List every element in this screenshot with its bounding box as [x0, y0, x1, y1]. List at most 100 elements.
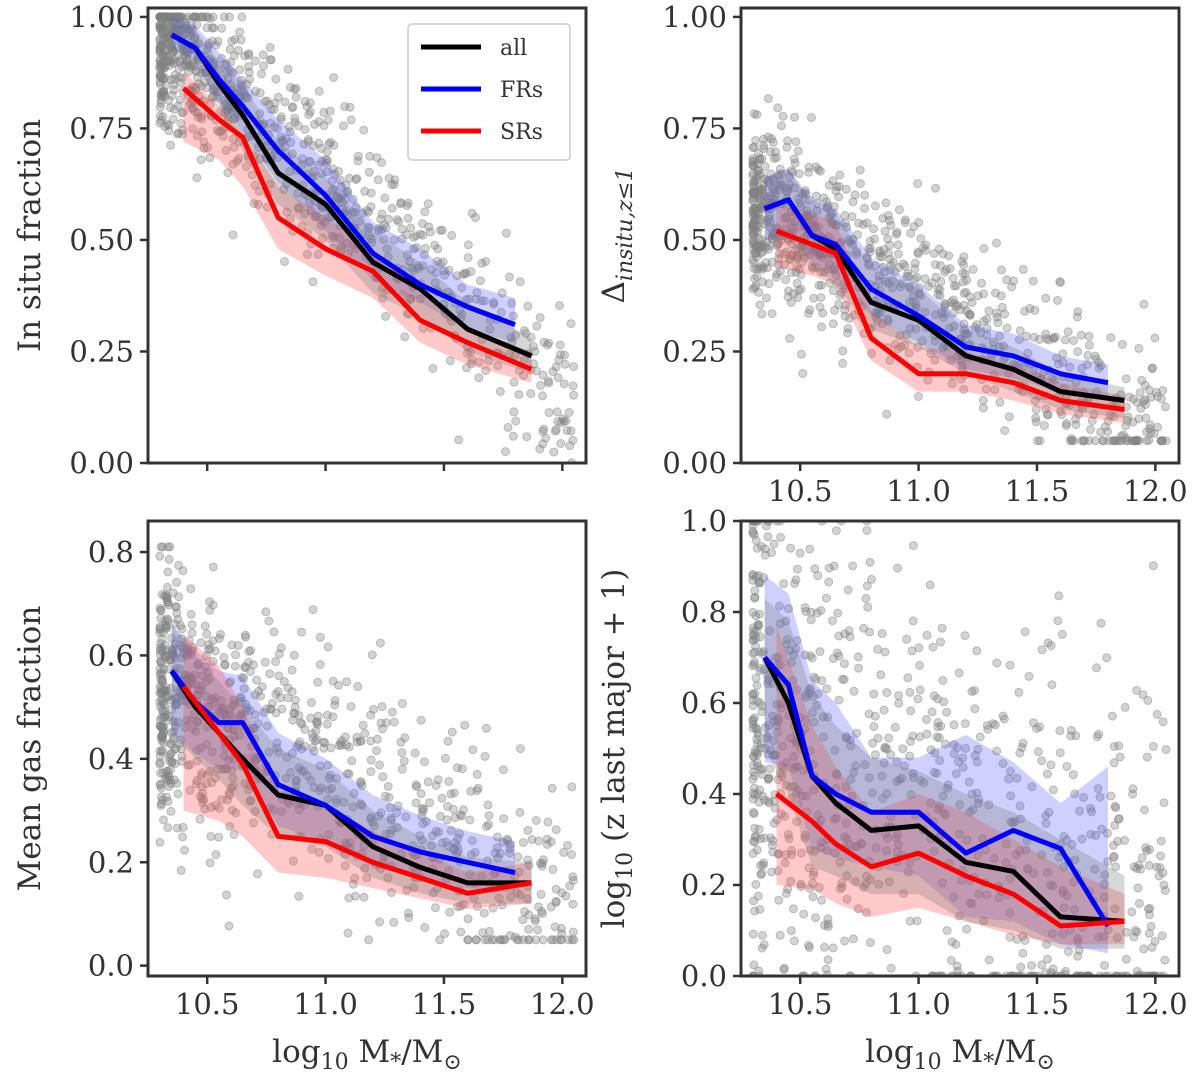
scatter-point	[909, 297, 919, 307]
scatter-point	[162, 39, 172, 49]
scatter-point	[162, 594, 172, 604]
scatter-point	[454, 435, 464, 445]
scatter-point	[194, 79, 204, 89]
scatter-point	[772, 699, 782, 709]
scatter-point	[883, 314, 893, 324]
scatter-point	[1031, 405, 1041, 415]
scatter-point	[160, 14, 170, 24]
scatter-point	[749, 767, 758, 777]
scatter-point	[155, 746, 165, 756]
scatter-point	[757, 184, 767, 194]
scatter-point	[217, 53, 227, 63]
scatter-point	[806, 113, 816, 122]
scatter-point	[831, 526, 841, 536]
scatter-point	[155, 56, 165, 66]
scatter-point	[558, 414, 568, 424]
y-tick-label: 1.00	[69, 0, 134, 34]
scatter-point	[171, 744, 181, 754]
scatter-point	[495, 849, 505, 859]
scatter-point	[808, 264, 818, 273]
scatter-point	[161, 591, 171, 600]
scatter-point	[784, 286, 793, 296]
scatter-point	[551, 825, 561, 835]
scatter-point	[757, 187, 767, 197]
scatter-point	[899, 761, 909, 771]
scatter-point	[774, 849, 784, 859]
scatter-point	[166, 75, 176, 85]
scatter-point	[526, 389, 536, 399]
y-tick-label: 0.00	[662, 446, 727, 480]
scatter-point	[765, 626, 775, 636]
scatter-point	[792, 762, 802, 771]
scatter-point	[1134, 414, 1144, 424]
scatter-point	[1100, 961, 1109, 970]
scatter-point	[208, 562, 218, 572]
scatter-point	[933, 289, 943, 299]
scatter-point	[172, 778, 182, 788]
scatter-point	[1058, 888, 1068, 898]
scatter-point	[1043, 638, 1053, 648]
scatter-point	[760, 795, 769, 805]
scatter-point	[250, 806, 260, 816]
scatter-point	[240, 779, 250, 788]
scatter-point	[222, 67, 232, 77]
scatter-point	[360, 186, 370, 196]
scatter-point	[297, 221, 307, 231]
scatter-point	[205, 605, 215, 615]
scatter-point	[286, 82, 295, 92]
scatter-point	[176, 118, 186, 128]
scatter-point	[157, 705, 167, 715]
scatter-point	[1053, 295, 1062, 305]
scatter-point	[776, 703, 786, 713]
scatter-point	[813, 689, 823, 699]
scatter-point	[171, 24, 181, 34]
scatter-point	[787, 793, 797, 803]
scatter-point	[322, 710, 332, 720]
scatter-point	[751, 641, 760, 651]
scatter-point	[754, 571, 764, 580]
scatter-point	[775, 660, 785, 670]
scatter-point	[817, 895, 826, 905]
scatter-point	[268, 805, 278, 815]
scatter-point	[247, 170, 257, 180]
scatter-point	[957, 256, 967, 266]
scatter-point	[176, 634, 186, 644]
scatter-point	[1155, 863, 1165, 873]
scatter-point	[166, 695, 176, 705]
scatter-point	[240, 663, 250, 673]
scatter-point	[848, 239, 857, 249]
scatter-point	[755, 243, 764, 253]
scatter-point	[793, 250, 803, 260]
scatter-point	[751, 673, 761, 683]
scatter-point	[883, 234, 893, 244]
scatter-point	[1058, 885, 1068, 895]
scatter-point	[796, 848, 806, 858]
scatter-point	[1071, 414, 1080, 424]
scatter-point	[861, 594, 871, 603]
scatter-point	[461, 268, 471, 278]
scatter-point	[163, 598, 173, 608]
scatter-point	[981, 384, 991, 394]
scatter-point	[792, 685, 802, 694]
scatter-point	[351, 203, 361, 213]
scatter-point	[155, 40, 165, 50]
scatter-point	[306, 713, 316, 723]
scatter-point	[755, 577, 765, 587]
scatter-point	[158, 542, 167, 552]
scatter-point	[844, 626, 854, 636]
scatter-point	[160, 651, 170, 661]
scatter-point	[832, 813, 841, 823]
scatter-point	[769, 176, 779, 186]
scatter-point	[750, 189, 760, 199]
scatter-point	[813, 810, 823, 820]
scatter-point	[392, 808, 402, 818]
scatter-point	[538, 370, 548, 380]
scatter-point	[156, 12, 166, 22]
scatter-point	[207, 23, 217, 33]
scatter-point	[460, 720, 470, 730]
scatter-point	[930, 260, 940, 270]
scatter-point	[763, 675, 773, 685]
scatter-point	[869, 224, 878, 234]
scatter-point	[340, 838, 350, 848]
scatter-point	[755, 609, 765, 619]
